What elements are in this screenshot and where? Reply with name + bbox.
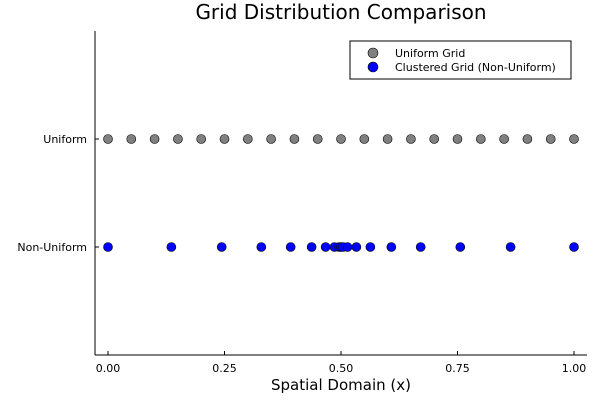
- y-tick-label: Non-Uniform: [17, 241, 87, 254]
- y-tick-label: Uniform: [43, 133, 87, 146]
- data-point: [475, 134, 486, 144]
- data-point: [306, 242, 317, 252]
- data-point: [103, 242, 113, 252]
- data-point: [429, 134, 440, 144]
- data-point: [415, 242, 426, 252]
- x-tick-label: 0.75: [445, 362, 470, 375]
- chart-title: Grid Distribution Comparison: [195, 0, 486, 24]
- data-point: [149, 134, 160, 144]
- data-point: [243, 134, 253, 144]
- data-point: [289, 134, 300, 144]
- legend-box: [349, 40, 572, 80]
- data-point: [545, 134, 556, 144]
- data-point: [320, 242, 331, 252]
- data-point: [173, 134, 183, 144]
- data-point: [499, 134, 509, 144]
- data-point: [103, 134, 113, 144]
- data-point: [569, 134, 579, 144]
- data-point: [351, 242, 362, 252]
- x-tick-label: 1.00: [562, 362, 587, 375]
- data-point: [406, 134, 416, 144]
- data-point: [126, 134, 137, 144]
- data-point: [196, 134, 206, 144]
- data-point: [216, 242, 227, 252]
- plot-area: 0.00 0.25 0.50 0.75 1.00 Uniform Non-Uniform Un…: [17, 31, 587, 375]
- data-point: [505, 242, 516, 252]
- x-axis-label: Spatial Domain (x): [271, 376, 411, 394]
- data-point: [219, 134, 230, 144]
- data-point: [382, 134, 393, 144]
- legend-label: Uniform Grid: [395, 47, 465, 60]
- data-point: [359, 134, 370, 144]
- legend-label: Clustered Grid (Non-Uniform): [395, 61, 556, 74]
- data-point: [285, 242, 296, 252]
- data-point: [312, 134, 323, 144]
- legend-marker: [367, 61, 379, 73]
- x-tick-label: 0.50: [329, 362, 354, 375]
- data-point: [455, 242, 466, 252]
- data-point: [365, 242, 376, 252]
- data-point: [336, 134, 346, 144]
- data-point: [256, 242, 267, 252]
- data-point: [386, 242, 397, 252]
- data-point: [166, 242, 177, 252]
- data-point: [342, 242, 353, 252]
- x-tick-label: 0.25: [212, 362, 237, 375]
- data-point: [452, 134, 463, 144]
- data-point: [569, 242, 579, 252]
- data-point: [522, 134, 533, 144]
- legend-marker: [367, 47, 379, 59]
- x-tick-label: 0.00: [96, 362, 121, 375]
- data-point: [266, 134, 276, 144]
